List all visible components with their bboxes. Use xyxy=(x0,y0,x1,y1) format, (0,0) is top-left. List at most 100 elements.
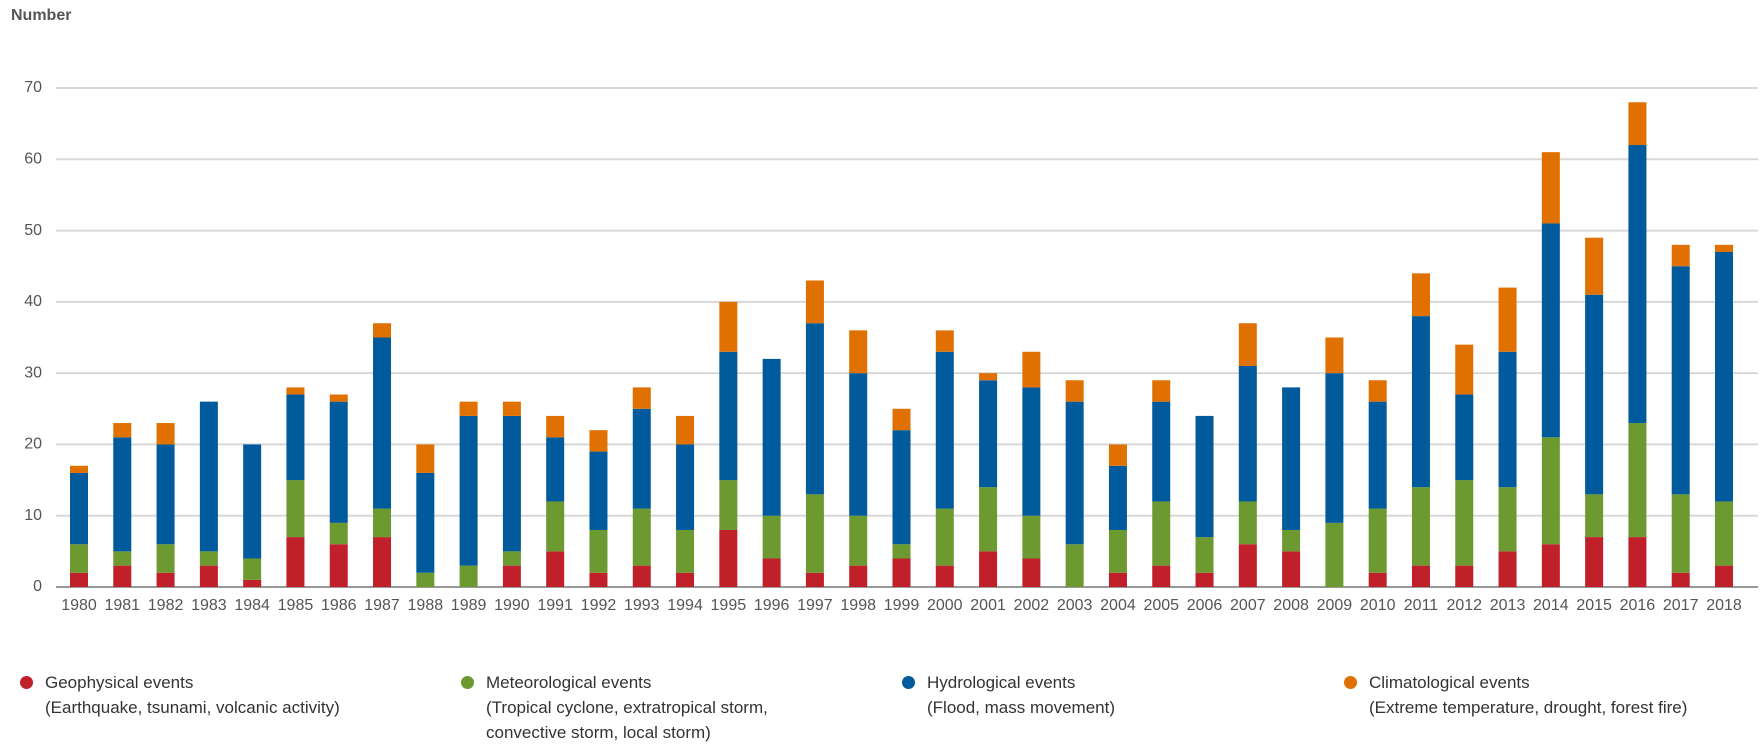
y-tick-label: 0 xyxy=(33,578,42,595)
bar-segment xyxy=(1238,323,1257,367)
y-tick-label: 40 xyxy=(24,293,42,310)
bar-segment xyxy=(676,415,695,445)
legend-description: (Earthquake, tsunami, volcanic activity) xyxy=(45,698,340,717)
bar-segment xyxy=(1585,237,1604,295)
x-tick-label: 1991 xyxy=(537,597,573,614)
bar-segment xyxy=(1022,515,1041,559)
bar-segment xyxy=(546,437,565,502)
x-tick-label: 2009 xyxy=(1317,597,1353,614)
bar-segment xyxy=(1585,294,1604,495)
bar-segment xyxy=(286,394,305,481)
x-tick-label: 1992 xyxy=(581,597,617,614)
bar-segment xyxy=(1022,351,1041,388)
bar-segment xyxy=(589,529,608,573)
legend-name: Meteorological events xyxy=(486,673,652,692)
bar-segment xyxy=(286,387,305,395)
x-tick-label: 2003 xyxy=(1057,597,1093,614)
bar-segment xyxy=(1455,344,1474,395)
bar-segment xyxy=(156,423,175,445)
bar-segment xyxy=(1455,480,1474,566)
bar-segment xyxy=(589,451,608,530)
bar-segment xyxy=(1325,522,1344,587)
x-tick-label: 1997 xyxy=(797,597,833,614)
bar-segment xyxy=(1628,145,1647,424)
bar-segment xyxy=(1541,152,1560,224)
x-tick-label: 1998 xyxy=(840,597,876,614)
bar-segment xyxy=(1065,544,1084,587)
bar-segment xyxy=(1368,508,1387,573)
y-tick-label: 20 xyxy=(24,436,42,453)
bar-segment xyxy=(199,565,218,587)
bar-segment xyxy=(546,501,565,552)
bar-segment xyxy=(1152,565,1171,587)
x-tick-label: 1982 xyxy=(148,597,184,614)
x-tick-label: 2002 xyxy=(1014,597,1050,614)
bar-segment xyxy=(1238,501,1257,545)
bar-segment xyxy=(805,280,824,324)
bar-segment xyxy=(762,558,781,587)
bar-segment xyxy=(892,408,911,431)
bar-segment xyxy=(1671,244,1690,267)
bar-segment xyxy=(1152,401,1171,502)
bar-segment xyxy=(805,323,824,495)
bar-segment xyxy=(892,544,911,559)
bar-segment xyxy=(459,565,478,587)
bar-segment xyxy=(1455,565,1474,587)
bar-segment xyxy=(70,465,88,473)
x-tick-label: 2000 xyxy=(927,597,963,614)
bar-segment xyxy=(243,579,262,587)
bar-segment xyxy=(762,358,781,516)
bar-segment xyxy=(1108,444,1127,466)
bar-segment xyxy=(113,437,132,552)
bar-segment xyxy=(719,529,738,587)
bar-segment xyxy=(1108,572,1127,587)
bar-segment xyxy=(329,544,348,587)
legend: Geophysical events (Earthquake, tsunami, … xyxy=(0,670,1761,742)
bar-segment xyxy=(416,572,435,587)
x-tick-label: 2018 xyxy=(1706,597,1742,614)
bar-segment xyxy=(113,423,132,438)
legend-name: Geophysical events xyxy=(45,673,194,692)
bar-segment xyxy=(632,508,651,566)
bar-segment xyxy=(502,401,521,416)
x-tick-label: 2007 xyxy=(1230,597,1266,614)
bar-segment xyxy=(1108,529,1127,573)
bar-segment xyxy=(1411,487,1430,566)
bar-segment xyxy=(416,444,435,473)
x-tick-label: 2001 xyxy=(970,597,1006,614)
y-tick-label: 60 xyxy=(24,151,42,168)
legend-description: (Flood, mass movement) xyxy=(927,698,1115,717)
x-tick-label: 2006 xyxy=(1187,597,1223,614)
bar-segment xyxy=(459,415,478,566)
bar-segment xyxy=(70,572,88,587)
bar-segment xyxy=(1152,380,1171,402)
bar-segment xyxy=(719,351,738,481)
x-tick-label: 1990 xyxy=(494,597,530,614)
bar-segment xyxy=(1628,423,1647,538)
x-tick-label: 2015 xyxy=(1576,597,1612,614)
bar-segment xyxy=(632,408,651,509)
bar-segment xyxy=(156,544,175,573)
bar-segment xyxy=(1498,487,1517,552)
chart: Number 0 10 20 30 40 50 60 70 1980 1981 1982 1983 19… xyxy=(11,7,1758,614)
bar-segment xyxy=(849,373,868,516)
bar-segment xyxy=(502,551,521,566)
x-tick-label: 1988 xyxy=(408,597,444,614)
bar-segment xyxy=(1715,244,1733,252)
bar-segment xyxy=(589,572,608,587)
bar-segment xyxy=(70,544,88,573)
bar-segment xyxy=(1628,102,1647,146)
bar-segment xyxy=(329,522,348,545)
x-tick-label: 1981 xyxy=(104,597,140,614)
legend-name: Climatological events xyxy=(1369,673,1530,692)
bar-segment xyxy=(1195,415,1214,538)
bar-segment xyxy=(849,330,868,374)
bar-segment xyxy=(113,551,132,566)
bar-segment xyxy=(1065,380,1084,402)
bar-segment xyxy=(1411,565,1430,587)
x-tick-label: 1985 xyxy=(278,597,314,614)
x-tick-label: 1996 xyxy=(754,597,790,614)
bar-segment xyxy=(849,565,868,587)
bar-segment xyxy=(1282,529,1301,552)
